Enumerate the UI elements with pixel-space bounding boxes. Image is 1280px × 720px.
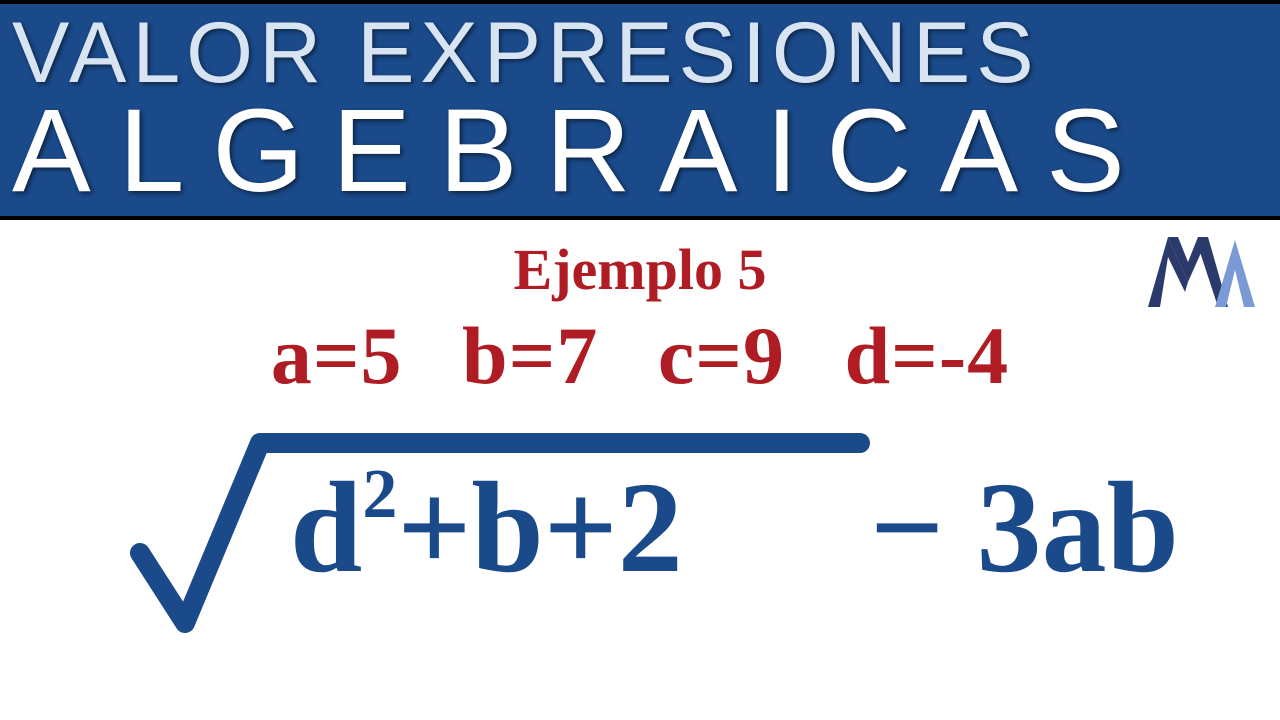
radicand-exponent: 2: [362, 456, 397, 533]
radicand: d2+b+2: [290, 463, 683, 593]
variable-values: a=5 b=7 c=9 d=-4: [0, 309, 1280, 403]
brand-logo-icon: [1140, 222, 1260, 322]
banner-line-2: ALGEBRAICAS: [12, 95, 1280, 207]
example-label: Ejemplo 5: [0, 236, 1280, 303]
algebraic-expression: d2+b+2 − 3ab: [90, 433, 1190, 653]
radicand-rest: +b+2: [397, 456, 682, 600]
radicand-base: d: [290, 456, 362, 600]
banner-line-1: VALOR EXPRESIONES: [12, 13, 1280, 95]
title-banner: VALOR EXPRESIONES ALGEBRAICAS: [0, 0, 1280, 220]
expression-tail: − 3ab: [870, 463, 1179, 593]
